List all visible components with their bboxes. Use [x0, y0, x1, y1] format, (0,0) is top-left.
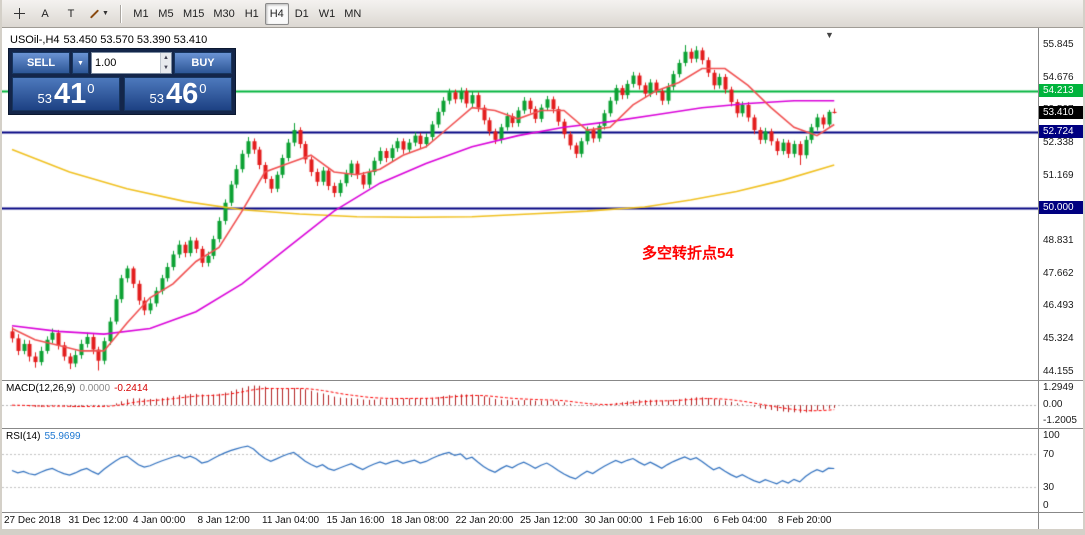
- macd-axis-label: -1.2005: [1043, 415, 1077, 427]
- time-axis-label: 27 Dec 2018: [4, 515, 61, 526]
- timeframe-button-m30[interactable]: M30: [213, 7, 235, 20]
- order-type-dropdown[interactable]: ▼: [72, 52, 89, 74]
- price-axis-label: 48.831: [1043, 235, 1074, 247]
- chart-annotation: 多空转折点54: [642, 245, 734, 262]
- macd-plot-area: MACD(12,26,9) 0.0000 -0.2414: [2, 381, 1038, 428]
- buy-price-point: 0: [199, 81, 207, 96]
- pencil-icon: [89, 8, 100, 19]
- time-axis-label: 1 Feb 16:00: [649, 515, 703, 526]
- symbol-title: USOil-,H4: [10, 34, 60, 46]
- volume-stepper: ▲ ▼: [159, 53, 171, 73]
- time-axis-label: 6 Feb 04:00: [713, 515, 767, 526]
- current-price-tag: 53.410: [1039, 105, 1083, 119]
- volume-down-icon[interactable]: ▼: [160, 63, 171, 73]
- macd-signal-value: -0.2414: [114, 383, 148, 394]
- toolbar-separator: [119, 4, 122, 23]
- price-axis-label: 52.338: [1043, 136, 1074, 148]
- buy-price-display[interactable]: 53 46 0: [124, 77, 232, 111]
- text-cursor-button[interactable]: T: [67, 7, 75, 20]
- price-axis-label: 46.493: [1043, 300, 1074, 312]
- timeframe-group: M1 M5 M15 M30 H1 H4 D1 W1 MN: [129, 2, 365, 25]
- chevron-down-icon: ▼: [102, 10, 109, 17]
- volume-input[interactable]: [92, 53, 160, 73]
- toolbar: A T ▼ M1 M5 M15 M30 H1 H4 D1 W1 MN: [2, 0, 1083, 28]
- buy-price-units: 53: [149, 91, 164, 106]
- sell-price-point: 0: [87, 81, 95, 96]
- rsi-axis-label: 100: [1043, 430, 1060, 441]
- ohlc-values: 53.450 53.570 53.390 53.410: [63, 34, 208, 46]
- macd-axis[interactable]: 1.2949 0.00 -1.2005: [1038, 381, 1083, 428]
- one-click-trading-panel: SELL ▼ ▲ ▼ BUY 53: [8, 48, 236, 115]
- axis-corner: [1038, 513, 1083, 529]
- price-axis-label: 54.676: [1043, 71, 1074, 83]
- macd-canvas[interactable]: [2, 381, 1038, 428]
- round-level-tag: 50.000: [1039, 201, 1083, 215]
- draw-tool-button[interactable]: ▼: [85, 3, 113, 25]
- time-axis-label: 22 Jan 20:00: [455, 515, 514, 526]
- rsi-axis-label: 30: [1043, 482, 1055, 494]
- time-axis-row: 27 Dec 2018 31 Dec 12:00 4 Jan 00:00 8 Jan …: [2, 512, 1083, 529]
- time-axis-label: 30 Jan 00:00: [584, 515, 643, 526]
- macd-name: MACD(12,26,9): [6, 383, 76, 394]
- buy-price-pips: 46: [165, 78, 199, 110]
- volume-box: ▲ ▼: [91, 52, 172, 74]
- timeframe-button-mn[interactable]: MN: [344, 7, 362, 20]
- price-axis-label: 55.845: [1043, 38, 1074, 50]
- time-axis-label: 11 Jan 04:00: [262, 515, 320, 526]
- macd-main-value: 0.0000: [79, 383, 111, 394]
- sell-price-pips: 41: [53, 78, 87, 110]
- timeframe-button-h1[interactable]: H1: [244, 7, 259, 20]
- rsi-value: 55.9699: [44, 431, 81, 442]
- time-axis-label: 31 Dec 12:00: [68, 515, 129, 526]
- main-chart-pane: USOil-,H4 53.450 53.570 53.390 53.410 ▼ S…: [2, 28, 1083, 380]
- macd-pane: MACD(12,26,9) 0.0000 -0.2414 1.2949 0.00 -1.…: [2, 380, 1083, 428]
- rsi-plot-area: RSI(14) 55.9699: [2, 429, 1038, 512]
- time-axis-label: 25 Jan 12:00: [520, 515, 578, 526]
- buy-button[interactable]: BUY: [174, 52, 232, 74]
- rsi-label: RSI(14) 55.9699: [6, 431, 85, 442]
- macd-label: MACD(12,26,9) 0.0000 -0.2414: [6, 383, 152, 394]
- time-axis-label: 8 Feb 20:00: [778, 515, 832, 526]
- time-axis-label: 4 Jan 00:00: [133, 515, 186, 526]
- sell-price-display[interactable]: 53 41 0: [12, 77, 120, 111]
- chart-ohlc-header: USOil-,H4 53.450 53.570 53.390 53.410: [10, 34, 211, 46]
- rsi-canvas[interactable]: [2, 429, 1038, 512]
- crosshair-button[interactable]: [7, 3, 31, 25]
- chevron-down-icon: ▼: [77, 59, 84, 67]
- timeframe-button-m15[interactable]: M15: [182, 7, 205, 20]
- price-axis[interactable]: 55.84554.67653.50752.33851.16948.83147.6…: [1038, 28, 1083, 380]
- price-axis-label: 47.662: [1043, 267, 1074, 279]
- timeframe-button-m1[interactable]: M1: [133, 7, 149, 20]
- chart-shift-marker-icon: ▼: [825, 30, 834, 40]
- time-axis[interactable]: 27 Dec 2018 31 Dec 12:00 4 Jan 00:00 8 Jan …: [2, 513, 1038, 529]
- time-axis-label: 18 Jan 08:00: [391, 515, 449, 526]
- macd-axis-label: 0.00: [1043, 399, 1063, 411]
- rsi-axis-label: 0: [1043, 500, 1049, 511]
- sell-button[interactable]: SELL: [12, 52, 70, 74]
- timeframe-button-d1[interactable]: D1: [294, 7, 309, 20]
- macd-axis-label: 1.2949: [1043, 381, 1074, 393]
- rsi-pane: RSI(14) 55.9699 100 70 30 0: [2, 428, 1083, 512]
- main-plot-area: USOil-,H4 53.450 53.570 53.390 53.410 ▼ S…: [2, 28, 1038, 380]
- rsi-name: RSI(14): [6, 431, 41, 442]
- sell-price-units: 53: [37, 91, 52, 106]
- timeframe-button-m5[interactable]: M5: [158, 7, 174, 20]
- price-axis-label: 44.155: [1043, 365, 1074, 377]
- price-axis-label: 51.169: [1043, 169, 1074, 181]
- rsi-axis-label: 70: [1043, 448, 1055, 460]
- text-label-button[interactable]: A: [41, 7, 49, 20]
- rsi-axis[interactable]: 100 70 30 0: [1038, 429, 1083, 512]
- window-bottom-edge: [2, 529, 1083, 535]
- green-level-tag: 54.213: [1039, 83, 1083, 97]
- timeframe-button-w1[interactable]: W1: [318, 7, 336, 20]
- volume-up-icon[interactable]: ▲: [160, 53, 171, 63]
- crosshair-icon: [13, 8, 25, 19]
- time-axis-label: 8 Jan 12:00: [197, 515, 250, 526]
- time-axis-label: 15 Jan 16:00: [326, 515, 385, 526]
- support-level-tag: 52.724: [1039, 125, 1083, 139]
- price-axis-label: 45.324: [1043, 333, 1074, 345]
- timeframe-button-h4[interactable]: H4: [264, 2, 289, 25]
